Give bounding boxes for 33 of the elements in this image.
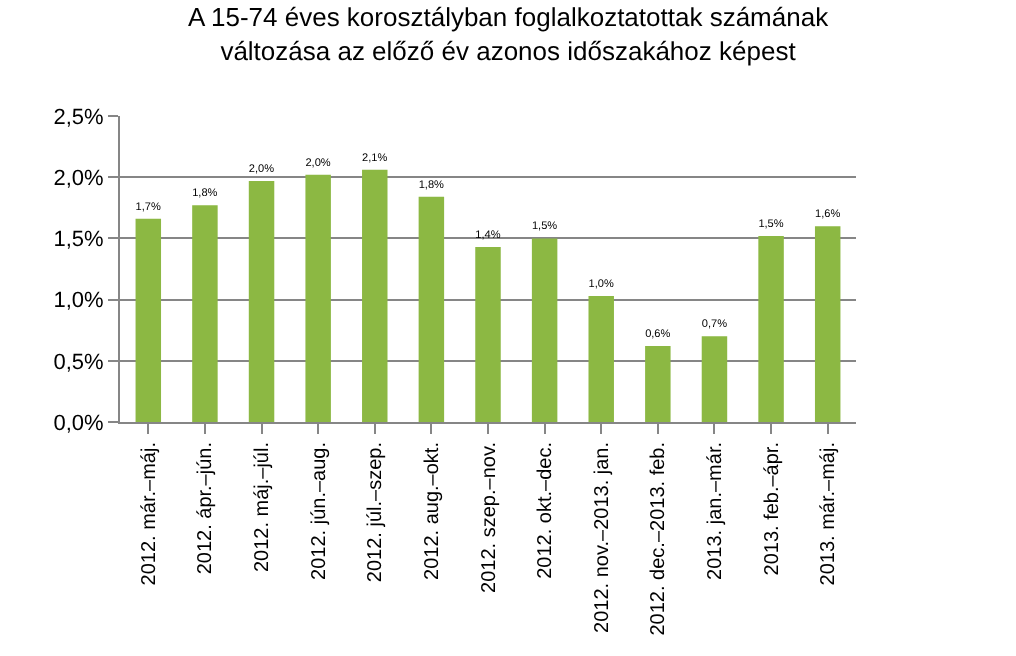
bar xyxy=(418,196,445,422)
bar xyxy=(192,205,218,422)
x-tick-label: 2012. máj.–júl. xyxy=(252,442,275,573)
bar xyxy=(758,235,784,422)
x-tick-label: 2013. feb.–ápr. xyxy=(761,442,784,576)
y-tick-label: 1,5% xyxy=(53,228,105,253)
bar xyxy=(248,180,275,422)
x-tick-label: 2012. jún.–aug. xyxy=(308,442,331,580)
chart-title: A 15-74 éves korosztályban foglalkoztatottak számának változása az előző év azonos időszakához képest xyxy=(187,2,830,67)
y-tick-label: 2,0% xyxy=(53,166,105,191)
x-tick-label: 2013. már.–máj. xyxy=(818,442,841,586)
bar xyxy=(701,336,728,422)
bar xyxy=(645,346,671,422)
x-tick-label: 2013. jan.–már. xyxy=(704,442,727,580)
bar xyxy=(135,218,162,422)
y-tick-label: 2,5% xyxy=(53,105,105,130)
x-tick-label: 2012. ápr.–jún. xyxy=(195,442,218,575)
x-tick-label: 2012. dec.–2013. feb. xyxy=(648,442,671,636)
bar xyxy=(475,246,501,422)
x-tick-label: 2012. okt.–dec. xyxy=(535,442,558,579)
x-tick-label: 2012. aug.–okt. xyxy=(421,442,444,580)
bar xyxy=(362,169,388,422)
bar xyxy=(814,226,841,422)
bar xyxy=(531,238,558,422)
y-tick-label: 1,0% xyxy=(53,289,105,314)
x-tick-label: 2012. szep.–nov. xyxy=(478,442,501,593)
y-tick-label: 0,0% xyxy=(53,411,105,436)
x-tick-label: 2012. már.–máj. xyxy=(138,442,161,586)
x-tick-label: 2012. júl.–szep. xyxy=(365,442,388,583)
bar xyxy=(588,295,614,422)
x-tick-label: 2012. nov.–2013. jan. xyxy=(591,442,614,633)
y-tick-label: 0,5% xyxy=(53,350,105,375)
bar xyxy=(305,174,331,422)
